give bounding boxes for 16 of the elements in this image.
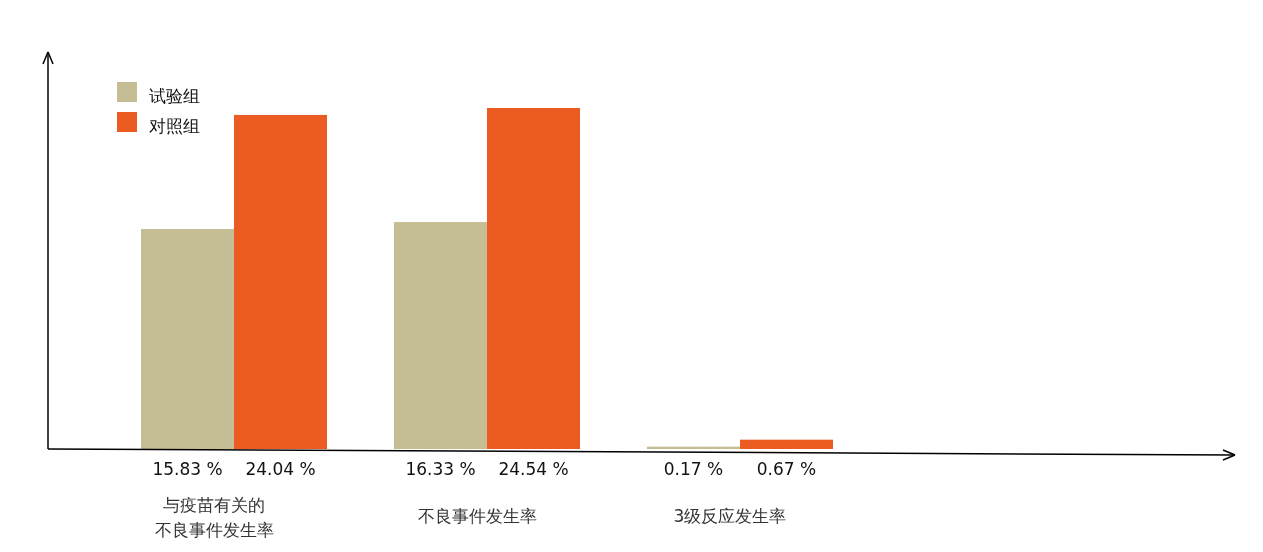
legend-label: 对照组 xyxy=(149,116,200,136)
bar xyxy=(740,439,833,449)
bar xyxy=(394,222,487,449)
data-label: 16.33 % xyxy=(405,459,476,479)
x-tick-label: 3级反应发生率 xyxy=(673,506,787,526)
bar xyxy=(234,114,327,449)
data-label: 24.04 % xyxy=(245,459,316,479)
bar xyxy=(141,229,234,449)
data-label: 15.83 % xyxy=(152,459,223,479)
x-tick-label: 不良事件发生率 xyxy=(417,506,537,526)
bar xyxy=(487,108,580,449)
legend-label: 试验组 xyxy=(149,86,200,106)
x-tick-label: 与疫苗有关的不良事件发生率 xyxy=(154,495,274,540)
data-label: 0.17 % xyxy=(663,459,724,479)
data-label: 24.54 % xyxy=(498,459,569,479)
data-label: 0.67 % xyxy=(756,459,817,479)
